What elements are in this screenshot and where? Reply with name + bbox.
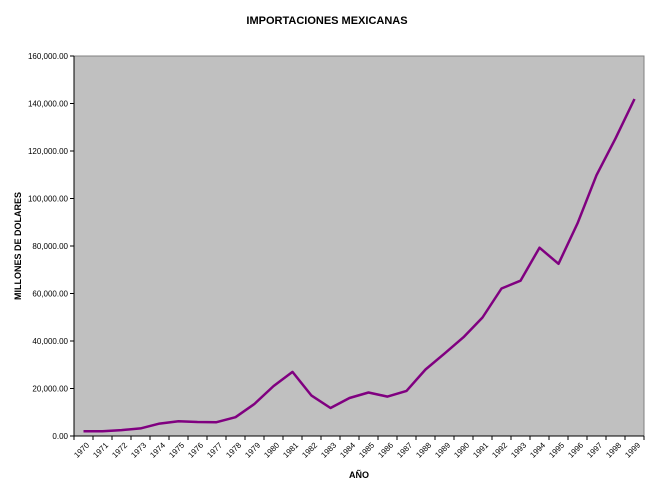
x-tick-label: 1993 bbox=[509, 440, 528, 459]
x-tick-label: 1990 bbox=[452, 440, 471, 459]
x-tick-label: 1988 bbox=[414, 440, 433, 459]
x-tick-label: 1976 bbox=[186, 440, 205, 459]
series-line bbox=[83, 98, 636, 433]
x-axis-ticks: 1970 1971 1972 1973 1974 1975 1976 1977 1978 1979… bbox=[72, 436, 645, 460]
y-tick-label: 140,000.00 bbox=[28, 100, 69, 109]
x-tick-label: 1971 bbox=[91, 440, 110, 459]
x-tick-label: 1997 bbox=[585, 440, 604, 459]
x-tick-label: 1992 bbox=[490, 440, 509, 459]
x-tick-label: 1981 bbox=[281, 440, 300, 459]
x-tick-label: 1973 bbox=[129, 440, 148, 459]
y-tick-label: 0.00 bbox=[52, 432, 68, 441]
y-axis-title: MILLONES DE DOLARES bbox=[13, 192, 23, 300]
y-axis-ticks: 0.00 20,000.00 40,000.00 60,000.00 80,000.00… bbox=[28, 52, 74, 441]
x-tick-label: 1986 bbox=[376, 440, 395, 459]
x-tick-label: 1995 bbox=[547, 440, 566, 459]
x-tick-label: 1989 bbox=[433, 440, 452, 459]
x-tick-label: 1984 bbox=[338, 440, 357, 459]
x-tick-label: 1970 bbox=[72, 440, 91, 459]
x-tick-label: 1982 bbox=[300, 440, 319, 459]
x-tick-label: 1979 bbox=[243, 440, 262, 459]
x-tick-label: 1974 bbox=[148, 440, 167, 459]
y-tick-label: 120,000.00 bbox=[28, 147, 69, 156]
x-axis-title: AÑO bbox=[349, 470, 369, 480]
x-tick-label: 1978 bbox=[224, 440, 243, 459]
y-tick-label: 60,000.00 bbox=[32, 290, 68, 299]
x-tick-label: 1983 bbox=[319, 440, 338, 459]
x-tick-label: 1977 bbox=[205, 440, 224, 459]
y-tick-label: 160,000.00 bbox=[28, 52, 69, 61]
x-tick-label: 1998 bbox=[604, 440, 623, 459]
x-tick-label: 1991 bbox=[471, 440, 490, 459]
series-group bbox=[83, 98, 636, 433]
x-tick-label: 1985 bbox=[357, 440, 376, 459]
y-tick-label: 100,000.00 bbox=[28, 195, 69, 204]
x-tick-label: 1996 bbox=[566, 440, 585, 459]
plot-area bbox=[73, 55, 645, 437]
x-tick-label: 1980 bbox=[262, 440, 281, 459]
x-tick-label: 1972 bbox=[110, 440, 129, 459]
y-tick-label: 20,000.00 bbox=[32, 385, 68, 394]
y-tick-label: 80,000.00 bbox=[32, 242, 68, 251]
x-tick-label: 1999 bbox=[623, 440, 642, 459]
y-tick-label: 40,000.00 bbox=[32, 337, 68, 346]
chart-title: IMPORTACIONES MEXICANAS bbox=[246, 15, 407, 27]
x-tick-label: 1975 bbox=[167, 440, 186, 459]
x-tick-label: 1994 bbox=[528, 440, 547, 459]
x-tick-label: 1987 bbox=[395, 440, 414, 459]
